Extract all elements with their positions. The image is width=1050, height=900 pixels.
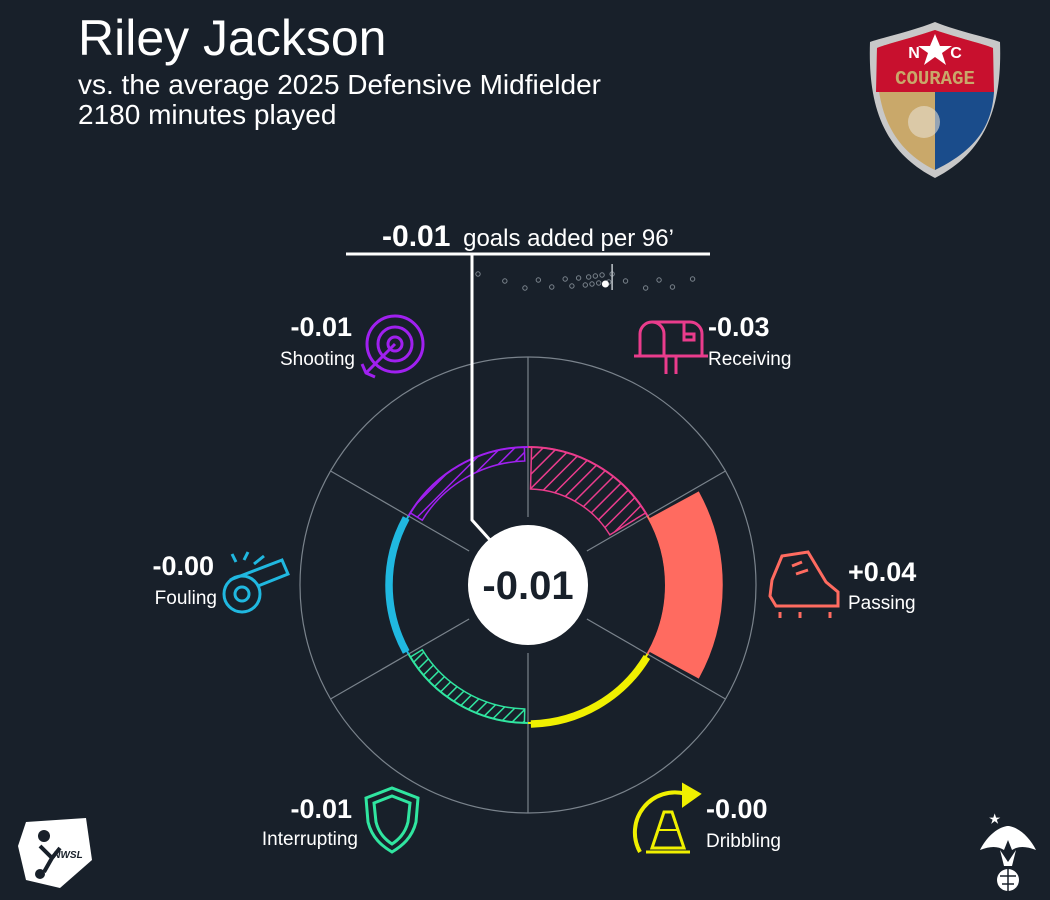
strip-point: [589, 281, 595, 287]
nwsl-logo-text: NWSL: [53, 850, 82, 861]
strip-point: [502, 278, 508, 284]
category-label-fouling: Fouling: [155, 588, 217, 609]
bar-passing: [648, 491, 723, 679]
category-label-passing: Passing: [848, 593, 916, 614]
baseline-ring: [389, 446, 667, 724]
category-label-interrupting: Interrupting: [262, 829, 358, 850]
value-label-interrupting: -0.01: [290, 794, 352, 824]
strip-point: [592, 273, 599, 279]
leader-line: [470, 254, 492, 542]
whistle-icon: [222, 551, 290, 614]
category-label-dribbling: Dribbling: [706, 831, 781, 852]
shield-icon: [364, 786, 420, 854]
headline-label: goals added per 96’: [463, 225, 674, 252]
mailbox-icon: [634, 320, 708, 374]
strip-point: [642, 285, 649, 291]
grid-spoke: [330, 470, 470, 552]
strip-player-point: [601, 280, 609, 288]
strip-point: [569, 283, 575, 289]
baseline-receiving: [527, 446, 649, 517]
strip-point: [522, 285, 528, 291]
grid-spoke: [330, 618, 470, 700]
baseline-fouling: [389, 515, 410, 655]
strip-point: [582, 282, 588, 288]
strip-point: [599, 272, 605, 278]
club-logo-name: COURAGE: [895, 68, 975, 90]
baseline-interrupting: [407, 653, 529, 724]
value-label-shooting: -0.01: [290, 312, 352, 342]
cone-arrow-icon: [632, 782, 702, 854]
strip-point: [562, 276, 568, 282]
value-label-receiving: -0.03: [708, 312, 770, 342]
bar-dribbling: [530, 655, 651, 728]
strip-point: [669, 284, 676, 290]
strip-point: [575, 275, 582, 281]
club-logo-n: N: [908, 45, 920, 62]
category-labels: -0.03 Receiving +0.04 Passing -0.00 Dribbling…: [152, 312, 916, 852]
strip-point: [475, 271, 481, 277]
strip-point: [656, 277, 662, 283]
bar-interrupting: [409, 648, 526, 724]
value-label-fouling: -0.00: [152, 551, 214, 581]
grid-spoke: [586, 618, 726, 700]
headline: -0.01 goals added per 96’: [382, 220, 674, 253]
strip-point: [596, 280, 602, 286]
chart-grid: [299, 356, 757, 814]
club-logo-c: C: [950, 45, 962, 62]
center-value: -0.01: [482, 564, 573, 608]
strip-point: [585, 274, 592, 280]
strip-point: [549, 284, 555, 290]
strip-point: [535, 277, 542, 283]
distribution-strip: [475, 264, 696, 291]
baseline-passing: [646, 515, 667, 655]
bar-shooting: [409, 446, 526, 522]
cleat-icon: [768, 550, 840, 618]
baseline-shooting: [407, 446, 529, 517]
club-logo: N C COURAGE: [869, 22, 1001, 178]
grid-spoke: [586, 470, 726, 552]
headline-value: -0.01: [382, 220, 450, 253]
nwsl-logo: NWSL: [18, 818, 92, 888]
center-circle: [468, 525, 588, 645]
baseline-dribbling: [527, 653, 649, 724]
target-icon: [360, 314, 425, 379]
category-label-receiving: Receiving: [708, 349, 791, 370]
minutes-played: 2180 minutes played: [78, 99, 337, 130]
strip-point: [689, 276, 696, 282]
strip-point: [622, 278, 629, 284]
player-name: Riley Jackson: [78, 10, 387, 66]
comparison-subtitle: vs. the average 2025 Defensive Midfielde…: [78, 69, 601, 100]
eagle-logo: [980, 813, 1036, 891]
category-label-shooting: Shooting: [280, 349, 355, 370]
value-label-passing: +0.04: [848, 557, 916, 587]
value-label-dribbling: -0.00: [706, 794, 768, 824]
